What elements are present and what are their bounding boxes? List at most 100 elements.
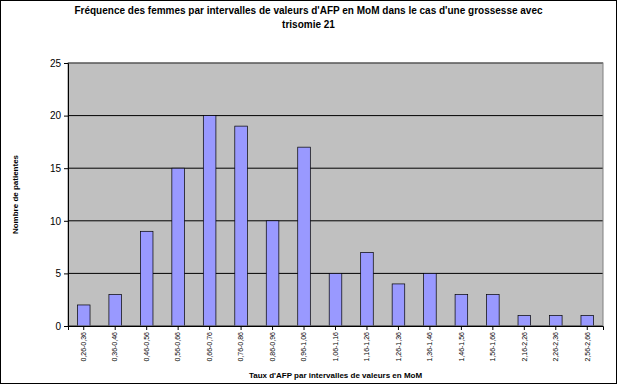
y-tick-label: 20 [50, 110, 62, 121]
x-tick-label: 1,46-1,56 [458, 332, 465, 362]
x-tick-label: 2,26-2,36 [552, 332, 559, 362]
x-tick: 1,46-1,56 [458, 326, 465, 362]
chart-border [1, 1, 617, 384]
y-tick: 20 [50, 110, 68, 121]
x-tick-mark [83, 326, 84, 330]
x-tick-label: 0,56-0,66 [174, 332, 181, 362]
x-tick-label: 1,26-1,36 [395, 332, 402, 362]
x-axis: 0,26-0,36 0,36-0,46 0,46-0,56 0,56-0,66 0,66… [69, 326, 604, 362]
bar [203, 116, 216, 326]
bars [77, 116, 593, 326]
plot-frame [68, 63, 603, 326]
y-axis-line [64, 64, 69, 327]
x-tick-label: 0,86-0,96 [269, 332, 276, 362]
bar [361, 252, 374, 326]
bar [392, 284, 405, 326]
x-tick-mark [178, 326, 179, 330]
grid [68, 63, 603, 326]
grid-line [68, 220, 603, 221]
x-tick-mark [241, 326, 242, 330]
y-tick: 0 [55, 321, 68, 332]
x-tick: 1,56-1,66 [489, 326, 496, 362]
bar [550, 315, 563, 326]
y-tick-label: 25 [50, 58, 62, 69]
bar [140, 231, 153, 326]
y-tick: 5 [55, 268, 68, 279]
x-axis-line [69, 327, 604, 331]
y-tick-label: 5 [55, 268, 61, 279]
y-axis: 0 5 10 15 20 25 [50, 58, 69, 332]
y-tick-label: 0 [55, 321, 61, 332]
x-tick-mark [398, 326, 399, 330]
x-tick-label: 0,46-0,56 [143, 332, 150, 362]
x-tick: 1,26-1,36 [395, 326, 402, 362]
bar [266, 221, 279, 326]
x-axis-title: Taux d'AFP par intervalles de valeurs en… [249, 371, 423, 380]
bar [77, 305, 90, 326]
x-tick: 0,46-0,56 [143, 326, 150, 362]
x-tick: 0,66-0,76 [206, 326, 213, 362]
x-tick: 0,86-0,96 [269, 326, 276, 362]
x-tick: 1,36-1,46 [426, 326, 433, 362]
y-axis-title: Nombre de patientes [11, 154, 20, 234]
bar [518, 315, 531, 326]
x-tick: 2,16-2,26 [521, 326, 528, 362]
bar [298, 147, 311, 326]
bar [329, 273, 342, 326]
y-tick-mark [64, 116, 68, 117]
x-tick: 0,36-0,46 [111, 326, 118, 362]
y-tick: 15 [50, 163, 68, 174]
x-tick: 1,16-1,26 [363, 326, 370, 362]
x-tick-label: 1,16-1,26 [363, 332, 370, 362]
x-tick: 0,56-0,66 [174, 326, 181, 362]
x-tick: 0,76-0,86 [237, 326, 244, 362]
x-tick-mark [492, 326, 493, 330]
x-tick-label: 0,26-0,36 [80, 332, 87, 362]
y-tick-mark [64, 326, 68, 327]
x-tick-mark [587, 326, 588, 330]
y-tick: 10 [50, 216, 68, 227]
y-tick-label: 10 [50, 216, 62, 227]
bar [424, 273, 437, 326]
x-tick-mark [335, 326, 336, 330]
y-tick-mark [64, 273, 68, 274]
y-tick-label: 15 [50, 163, 62, 174]
x-tick-label: 0,76-0,86 [237, 332, 244, 362]
x-tick-label: 1,06-1,16 [332, 332, 339, 362]
y-tick: 25 [50, 58, 68, 69]
x-tick-label: 0,66-0,76 [206, 332, 213, 362]
bar [581, 315, 594, 326]
x-tick-label: 0,36-0,46 [111, 332, 118, 362]
x-tick-mark [524, 326, 525, 330]
x-tick-mark [366, 326, 367, 330]
x-tick-mark [461, 326, 462, 330]
grid-line [68, 115, 603, 116]
x-tick-label: 2,56-2,66 [584, 332, 591, 362]
x-tick-label: 2,16-2,26 [521, 332, 528, 362]
x-tick-label: 1,36-1,46 [426, 332, 433, 362]
x-tick: 2,26-2,36 [552, 326, 559, 362]
x-tick: 2,56-2,66 [584, 326, 591, 362]
bar [455, 294, 468, 326]
x-tick-label: 1,56-1,66 [489, 332, 496, 362]
bar [172, 168, 185, 326]
bar [109, 294, 122, 326]
chart-title: Fréquence des femmes par intervalles de … [74, 5, 543, 30]
x-tick-mark [429, 326, 430, 330]
bar [235, 126, 248, 326]
plot-background [68, 63, 603, 326]
grid-line [68, 168, 603, 169]
x-tick-mark [555, 326, 556, 330]
bar [487, 294, 500, 326]
x-tick-mark [209, 326, 210, 330]
y-tick-mark [64, 221, 68, 222]
y-tick-mark [64, 63, 68, 64]
x-tick: 0,26-0,36 [80, 326, 87, 362]
x-tick-label: 0,96-1,06 [300, 332, 307, 362]
chart: Fréquence des femmes par intervalles de … [0, 0, 617, 384]
x-tick: 0,96-1,06 [300, 326, 307, 362]
x-tick-mark [272, 326, 273, 330]
y-tick-mark [64, 168, 68, 169]
x-tick-mark [304, 326, 305, 330]
x-tick: 1,06-1,16 [332, 326, 339, 362]
